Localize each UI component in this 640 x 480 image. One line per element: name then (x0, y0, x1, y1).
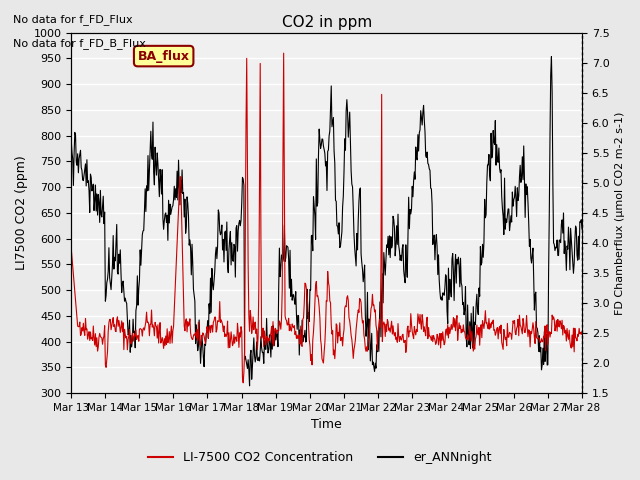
Text: BA_flux: BA_flux (138, 49, 189, 62)
Text: No data for f_FD_Flux: No data for f_FD_Flux (13, 14, 132, 25)
Y-axis label: LI7500 CO2 (ppm): LI7500 CO2 (ppm) (15, 156, 28, 270)
Text: No data for f_FD_B_Flux: No data for f_FD_B_Flux (13, 38, 146, 49)
Y-axis label: FD Chamberflux (μmol CO2 m-2 s-1): FD Chamberflux (μmol CO2 m-2 s-1) (615, 111, 625, 314)
Legend: LI-7500 CO2 Concentration, er_ANNnight: LI-7500 CO2 Concentration, er_ANNnight (143, 446, 497, 469)
X-axis label: Time: Time (311, 419, 342, 432)
Title: CO2 in ppm: CO2 in ppm (282, 15, 372, 30)
